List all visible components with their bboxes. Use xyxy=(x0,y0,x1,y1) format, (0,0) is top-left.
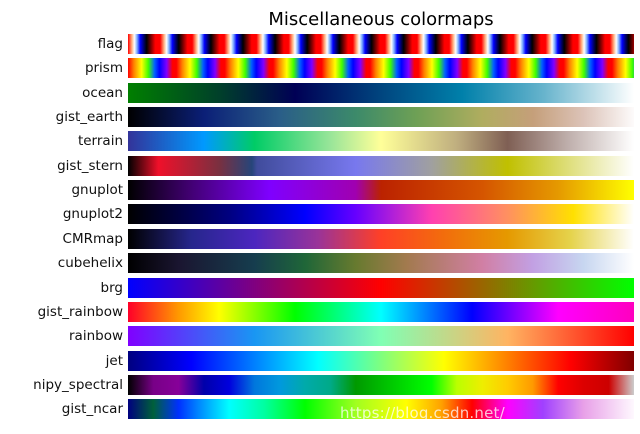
colormap-label: brg xyxy=(100,279,123,296)
colormap-label: gnuplot xyxy=(71,182,123,199)
colormap-label: gist_stern xyxy=(57,157,123,174)
colormap-row: rainbow xyxy=(0,326,640,347)
colormap-row: gist_ncar xyxy=(0,399,640,420)
colormap-bar xyxy=(128,350,634,371)
colormap-row: prism xyxy=(0,58,640,79)
colormap-bar xyxy=(128,180,634,201)
colormap-bar xyxy=(128,301,634,322)
colormap-label: rainbow xyxy=(69,328,123,345)
colormap-bar xyxy=(128,374,634,395)
colormap-row: gnuplot xyxy=(0,180,640,201)
colormap-bar xyxy=(128,82,634,103)
colormap-bar xyxy=(128,107,634,128)
colormap-bar xyxy=(128,131,634,152)
colormap-row: flag xyxy=(0,34,640,54)
colormap-label: cubehelix xyxy=(57,255,123,272)
colormap-row: terrain xyxy=(0,131,640,152)
colormap-bar xyxy=(128,228,634,249)
colormap-row: gnuplot2 xyxy=(0,204,640,225)
colormap-row: gist_rainbow xyxy=(0,301,640,322)
colormap-row: CMRmap xyxy=(0,228,640,249)
colormap-bar xyxy=(128,34,634,54)
colormap-label: gist_rainbow xyxy=(37,303,123,320)
chart-title: Miscellaneous colormaps xyxy=(268,9,494,30)
colormap-bar xyxy=(128,204,634,225)
colormap-label: nipy_spectral xyxy=(33,376,123,393)
colormap-row: gist_stern xyxy=(0,155,640,176)
colormap-label: CMRmap xyxy=(62,230,123,247)
colormap-label: gnuplot2 xyxy=(62,206,123,223)
colormap-label: prism xyxy=(84,60,123,77)
colormap-row: brg xyxy=(0,277,640,298)
colormap-bar xyxy=(128,326,634,347)
colormap-label: flag xyxy=(97,36,123,52)
colormap-label: gist_ncar xyxy=(61,401,123,418)
colormap-row: nipy_spectral xyxy=(0,374,640,395)
colormap-row: cubehelix xyxy=(0,253,640,274)
colormap-row: jet xyxy=(0,350,640,371)
colormap-label: terrain xyxy=(77,133,123,150)
colormap-label: gist_earth xyxy=(55,109,123,126)
colormap-row: gist_earth xyxy=(0,107,640,128)
watermark: https://blog.csdn.net/ xyxy=(340,404,505,422)
colormap-bar xyxy=(128,58,634,79)
colormap-bar xyxy=(128,155,634,176)
colormap-bar xyxy=(128,399,634,420)
colormap-row: ocean xyxy=(0,82,640,103)
colormap-bar xyxy=(128,277,634,298)
colormap-label: ocean xyxy=(82,84,123,101)
colormap-bar xyxy=(128,253,634,274)
colormap-label: jet xyxy=(105,352,123,369)
